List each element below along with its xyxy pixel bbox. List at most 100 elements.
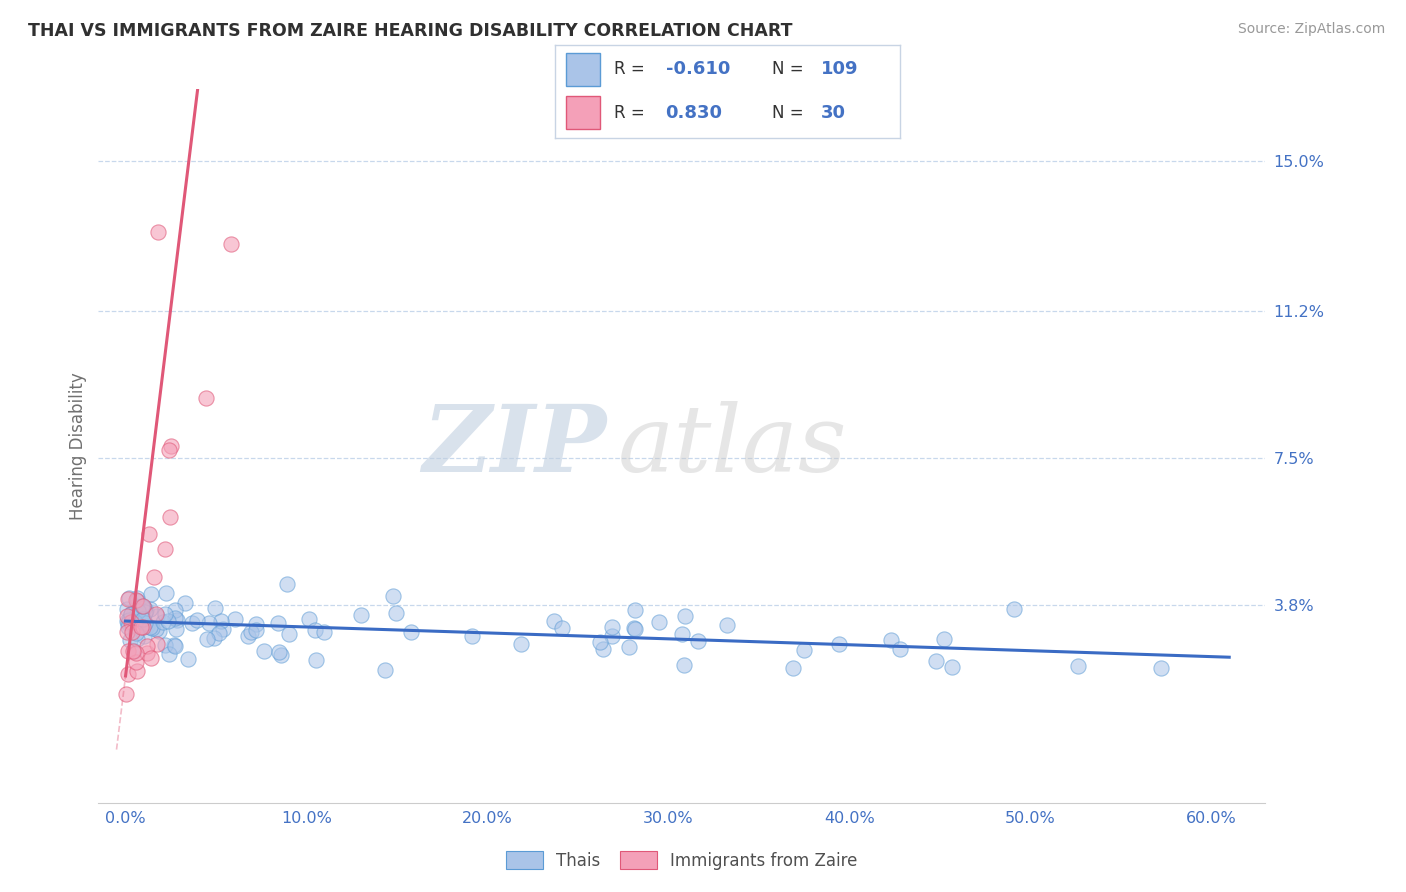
Point — [276, 577, 298, 591]
Point — [673, 609, 696, 624]
Point — [135, 619, 157, 633]
Point — [127, 632, 149, 646]
Text: -0.610: -0.610 — [665, 61, 730, 78]
Point — [125, 593, 148, 607]
Point — [146, 225, 169, 239]
Point — [350, 607, 373, 622]
Point — [125, 591, 148, 605]
Point — [134, 601, 156, 615]
Point — [934, 632, 956, 646]
Point — [145, 622, 167, 636]
Point — [138, 602, 160, 616]
Point — [157, 442, 180, 457]
Point — [134, 628, 156, 642]
Point — [782, 661, 804, 675]
Point — [889, 641, 911, 656]
Point — [204, 601, 226, 615]
Point — [117, 667, 139, 681]
Point — [686, 633, 709, 648]
Point — [125, 599, 148, 613]
Point — [181, 616, 204, 631]
Point — [219, 236, 242, 251]
Point — [1002, 602, 1025, 616]
Point — [617, 640, 640, 654]
Point — [122, 644, 145, 658]
Point — [278, 626, 301, 640]
Point — [121, 644, 143, 658]
Point — [125, 655, 148, 669]
Point — [131, 599, 153, 613]
Point — [121, 624, 143, 639]
Point — [118, 613, 141, 627]
Point — [623, 621, 645, 635]
Point — [647, 615, 669, 630]
Point — [239, 624, 262, 639]
Text: 30: 30 — [821, 103, 845, 121]
Point — [304, 624, 326, 638]
Point — [305, 653, 328, 667]
Point — [195, 632, 218, 646]
Point — [153, 607, 176, 622]
Point — [118, 591, 141, 605]
Point — [129, 620, 152, 634]
Point — [925, 654, 948, 668]
Text: THAI VS IMMIGRANTS FROM ZAIRE HEARING DISABILITY CORRELATION CHART: THAI VS IMMIGRANTS FROM ZAIRE HEARING DI… — [28, 22, 793, 40]
Point — [120, 615, 142, 629]
Point — [211, 622, 233, 636]
Point — [127, 604, 149, 618]
Point — [128, 603, 150, 617]
Point — [381, 589, 404, 603]
Point — [157, 648, 180, 662]
Point — [139, 620, 162, 634]
Point — [600, 620, 623, 634]
Point — [551, 621, 574, 635]
Point — [159, 439, 181, 453]
Text: R =: R = — [614, 103, 645, 121]
Point — [245, 616, 267, 631]
Point — [198, 615, 221, 630]
Point — [115, 624, 138, 639]
Point — [236, 629, 259, 643]
Point — [153, 542, 176, 557]
Point — [245, 623, 267, 637]
Point — [163, 611, 186, 625]
Y-axis label: Hearing Disability: Hearing Disability — [69, 372, 87, 520]
Point — [155, 586, 177, 600]
Point — [120, 607, 142, 622]
Text: 0.830: 0.830 — [665, 103, 723, 121]
Point — [134, 606, 156, 620]
Text: N =: N = — [772, 61, 804, 78]
Point — [589, 635, 612, 649]
Point — [166, 614, 188, 628]
Text: 109: 109 — [821, 61, 858, 78]
Point — [124, 615, 146, 629]
Point — [124, 610, 146, 624]
Point — [115, 687, 138, 701]
Point — [177, 651, 200, 665]
Point — [202, 632, 225, 646]
Point — [125, 593, 148, 607]
Point — [117, 615, 139, 630]
Point — [208, 626, 231, 640]
Point — [600, 629, 623, 643]
Point — [152, 615, 174, 630]
Point — [186, 613, 208, 627]
Point — [139, 587, 162, 601]
Point — [671, 626, 693, 640]
Point — [115, 615, 138, 629]
Text: R =: R = — [614, 61, 645, 78]
Point — [159, 510, 181, 524]
Point — [136, 647, 159, 661]
Point — [122, 615, 145, 629]
Point — [117, 608, 139, 623]
Point — [124, 646, 146, 660]
Point — [253, 644, 276, 658]
Point — [165, 639, 187, 653]
Point — [461, 629, 484, 643]
Point — [127, 664, 149, 678]
Point — [312, 624, 335, 639]
Point — [374, 663, 396, 677]
Point — [623, 623, 645, 637]
Bar — [565, 96, 600, 129]
Point — [1150, 661, 1173, 675]
